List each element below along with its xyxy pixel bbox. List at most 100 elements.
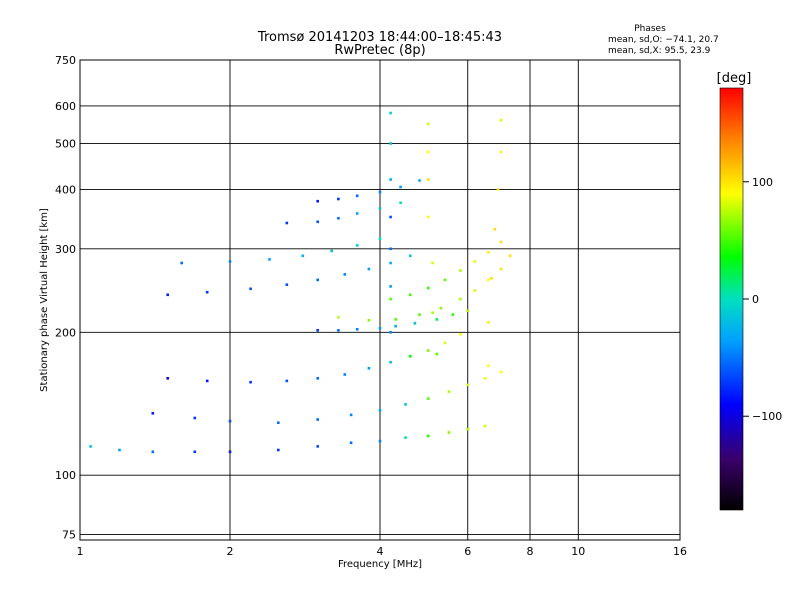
- data-point: [490, 277, 493, 280]
- y-tick-label: 75: [62, 528, 76, 541]
- data-point: [316, 445, 319, 448]
- colorbar-tick-label: 100: [752, 176, 773, 189]
- data-point: [427, 286, 430, 290]
- data-point: [337, 316, 340, 319]
- data-point: [418, 313, 421, 316]
- data-point: [228, 260, 232, 263]
- data-point: [228, 450, 232, 454]
- y-tick-label: 100: [55, 469, 76, 482]
- data-point: [285, 283, 289, 286]
- data-point: [447, 390, 451, 393]
- data-point: [389, 285, 392, 288]
- data-point: [459, 269, 462, 272]
- data-point: [378, 327, 382, 330]
- x-tick-label: 16: [673, 545, 687, 558]
- data-point: [389, 297, 392, 301]
- phases-title: Phases: [634, 24, 666, 34]
- data-point: [367, 319, 371, 322]
- data-point: [394, 324, 397, 328]
- data-point: [389, 142, 392, 145]
- data-point: [493, 227, 497, 231]
- data-point: [487, 278, 490, 282]
- x-tick-label: 10: [571, 545, 585, 558]
- y-axis-label: Stationary phase Virtual Height [km]: [39, 208, 50, 392]
- colorbar-tick-label: 0: [752, 293, 759, 306]
- data-point: [316, 199, 319, 203]
- data-point: [496, 188, 500, 191]
- y-tick-label: 600: [55, 100, 76, 113]
- phases-x-stats: mean, sd,X: 95.5, 23.9: [608, 46, 711, 56]
- data-point: [394, 318, 397, 321]
- y-tick-label: 300: [55, 243, 76, 256]
- data-point: [427, 122, 430, 126]
- data-point: [508, 254, 512, 258]
- data-point: [355, 194, 359, 198]
- data-point: [466, 383, 469, 387]
- data-point: [389, 261, 392, 265]
- data-point: [408, 355, 412, 358]
- data-point: [389, 215, 392, 219]
- data-point: [301, 254, 305, 258]
- data-point: [427, 215, 430, 219]
- data-point: [408, 254, 412, 258]
- data-point: [337, 216, 340, 220]
- data-points: [89, 111, 512, 454]
- data-point: [399, 185, 402, 189]
- phases-o-stats: mean, sd,O: −74.1, 20.7: [608, 35, 719, 45]
- data-point: [487, 364, 490, 368]
- data-point: [193, 416, 197, 420]
- data-point: [249, 380, 252, 384]
- data-point: [228, 419, 232, 423]
- data-point: [435, 352, 439, 356]
- data-point: [316, 220, 319, 224]
- data-point: [427, 178, 430, 181]
- data-point: [285, 221, 289, 225]
- data-point: [378, 190, 382, 194]
- x-tick-label: 4: [377, 545, 384, 558]
- data-point: [337, 329, 340, 332]
- data-point: [389, 178, 392, 181]
- colorbar: [719, 87, 744, 511]
- data-point: [389, 111, 392, 115]
- y-tick-label: 200: [55, 326, 76, 339]
- data-point: [439, 306, 443, 310]
- data-point: [427, 150, 430, 154]
- data-point: [205, 290, 209, 294]
- data-point: [443, 341, 447, 345]
- data-point: [367, 367, 371, 370]
- data-point: [349, 441, 353, 445]
- data-point: [378, 237, 382, 240]
- data-point: [277, 421, 280, 424]
- data-point: [451, 313, 455, 316]
- data-point: [404, 403, 407, 406]
- data-point: [277, 448, 280, 452]
- x-tick-labels: 1 2 4 6 8 10 16: [77, 545, 688, 558]
- chart-subtitle: RwPretec (8p): [334, 43, 425, 58]
- data-point: [151, 412, 155, 415]
- data-point: [431, 261, 434, 265]
- data-point: [431, 311, 434, 314]
- data-point: [378, 439, 382, 443]
- data-point: [367, 267, 371, 271]
- data-point: [487, 321, 490, 324]
- data-point: [89, 445, 92, 448]
- colorbar-tick-label: −100: [752, 410, 782, 423]
- data-point: [316, 418, 319, 421]
- data-point: [343, 373, 347, 376]
- data-point: [466, 309, 469, 313]
- data-point: [427, 434, 430, 438]
- y-tick-label: 400: [55, 184, 76, 197]
- data-point: [205, 379, 209, 383]
- data-point: [447, 431, 451, 434]
- data-point: [413, 322, 417, 325]
- data-point: [408, 293, 412, 297]
- y-tick-labels: 75 100 200 300 400 500 600 750: [55, 54, 76, 541]
- data-point: [443, 278, 447, 282]
- data-point: [355, 328, 359, 331]
- data-point: [343, 273, 347, 276]
- x-tick-label: 6: [464, 545, 471, 558]
- data-point: [435, 318, 439, 321]
- data-point: [268, 258, 271, 261]
- data-point: [389, 331, 392, 334]
